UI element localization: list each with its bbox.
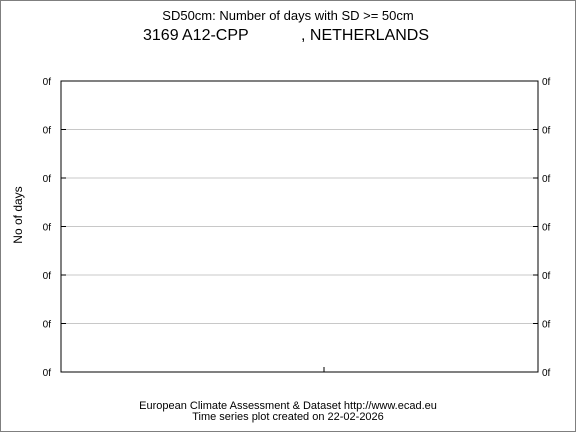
station-id: 3169 xyxy=(143,27,179,44)
footer-source: European Climate Assessment & Dataset ht… xyxy=(139,400,437,412)
y-tick-label-right: 0f xyxy=(542,174,551,185)
y-tick-label-right: 0f xyxy=(542,77,551,88)
station-country: , NETHERLANDS xyxy=(301,27,430,44)
y-tick-label-left: 0f xyxy=(43,271,52,282)
y-axis-left: 0f 0f 0f 0f 0f 0f 0f xyxy=(43,77,66,379)
y-tick-label-left: 0f xyxy=(43,126,52,137)
y-tick-label-left: 0f xyxy=(43,223,52,234)
y-tick-label-left: 0f xyxy=(43,368,52,379)
footer-created: Time series plot created on 22-02-2026 xyxy=(192,411,384,423)
chart-title: SD50cm: Number of days with SD >= 50cm xyxy=(162,8,414,23)
y-tick-label-right: 0f xyxy=(542,126,551,137)
y-axis-label: No of days xyxy=(11,186,25,243)
station-name: A12-CPP xyxy=(182,27,249,44)
y-tick-label-right: 0f xyxy=(542,271,551,282)
y-tick-label-left: 0f xyxy=(43,77,52,88)
y-tick-label-right: 0f xyxy=(542,320,551,331)
y-tick-label-left: 0f xyxy=(43,320,52,331)
y-tick-label-left: 0f xyxy=(43,174,52,185)
grid-lines xyxy=(61,129,538,324)
y-tick-label-right: 0f xyxy=(542,368,551,379)
y-tick-label-right: 0f xyxy=(542,223,551,234)
y-axis-right: 0f 0f 0f 0f 0f 0f 0f xyxy=(533,77,551,379)
